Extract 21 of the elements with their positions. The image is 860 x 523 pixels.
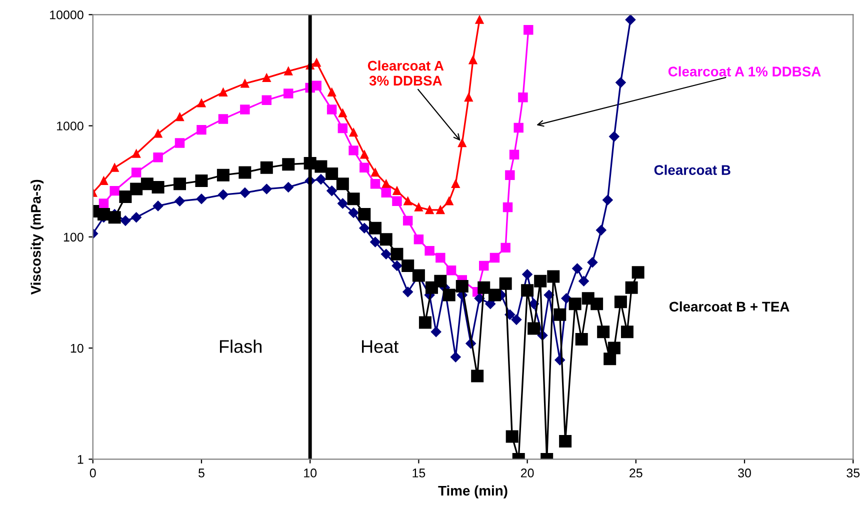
y-tick-label: 1000 xyxy=(57,122,84,130)
x-tick-label: 15 xyxy=(412,468,426,478)
x-tick-label: 0 xyxy=(90,468,96,478)
annotation: Heat xyxy=(362,340,399,353)
y-tick-label: 10 xyxy=(70,344,84,353)
x-tick-label: 5 xyxy=(198,468,204,478)
x-tick-label: 30 xyxy=(738,468,751,478)
y-tick-label: 100 xyxy=(64,232,84,242)
x-tick-label: 20 xyxy=(520,468,534,478)
x-tick-label: 25 xyxy=(630,468,642,478)
x-tick-label: 35 xyxy=(846,468,860,478)
text: Clearcoat B + TEA xyxy=(669,301,790,312)
x-tick-label: 10 xyxy=(304,468,317,478)
y-tick-label: 1 xyxy=(78,455,84,464)
y-tick-label: 10000 xyxy=(50,10,84,20)
text: Clearcoat B xyxy=(654,164,730,175)
series-label: Clearcoat A 3% DDBSA xyxy=(368,60,444,86)
y-axis-title: Viscosity (mPa-s) xyxy=(30,180,44,295)
annotation: Flash xyxy=(220,340,262,353)
text: Clearcoat A 1% DDBSA xyxy=(668,66,821,76)
x-axis-title: Time (min) xyxy=(438,485,508,498)
